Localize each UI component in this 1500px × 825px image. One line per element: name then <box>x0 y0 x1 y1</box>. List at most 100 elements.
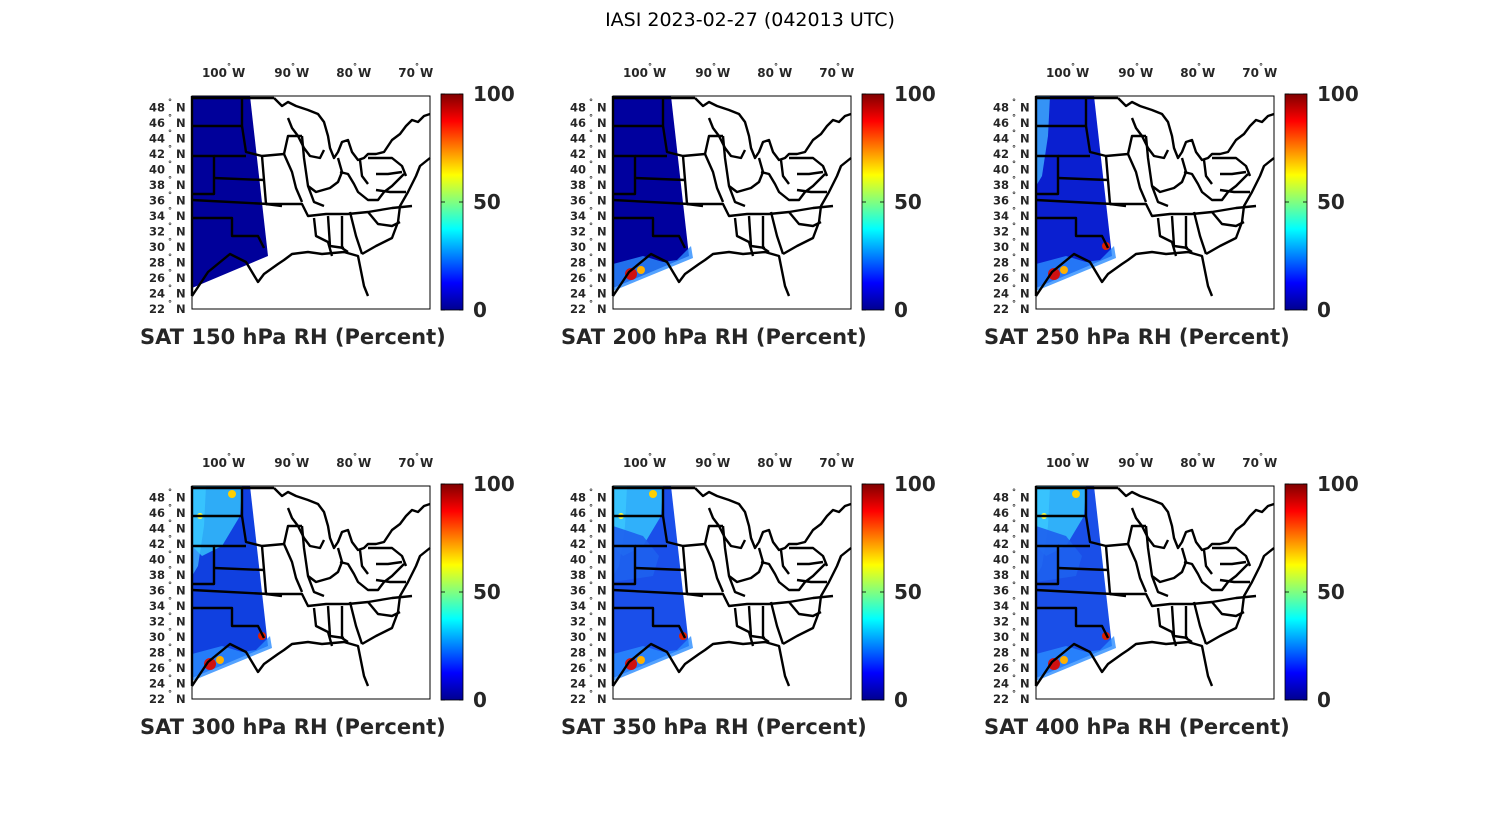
lat-tick-label: 38 <box>570 568 586 582</box>
degree-symbol: ° <box>168 689 172 698</box>
colorbar-tick-label: 50 <box>894 580 922 604</box>
degree-symbol: ° <box>168 550 172 559</box>
lon-tick-label: 70 <box>398 66 415 80</box>
degree-symbol: ° <box>168 503 172 512</box>
lat-tick-label: 34 <box>149 599 165 613</box>
lat-tick-hemisphere: N <box>1020 646 1030 660</box>
swath-moist-south <box>613 246 693 291</box>
degree-symbol: ° <box>589 299 593 308</box>
lat-tick-hemisphere: N <box>1020 677 1030 691</box>
degree-symbol: ° <box>168 144 172 153</box>
lat-tick-label: 42 <box>149 147 165 161</box>
degree-symbol: ° <box>168 658 172 667</box>
degree-symbol: ° <box>1012 299 1016 308</box>
lat-tick-hemisphere: N <box>176 101 186 115</box>
figure-title: IASI 2023-02-27 (042013 UTC) <box>605 9 895 31</box>
lat-tick-hemisphere: N <box>1020 256 1030 270</box>
lat-tick-hemisphere: N <box>597 677 607 691</box>
lat-tick-hemisphere: N <box>1020 132 1030 146</box>
swath-high-rh <box>1048 658 1060 670</box>
lat-tick-hemisphere: N <box>597 101 607 115</box>
swath-moist-south <box>1036 246 1116 291</box>
degree-symbol: ° <box>589 98 593 107</box>
degree-symbol: ° <box>1012 113 1016 122</box>
lat-tick-hemisphere: N <box>597 584 607 598</box>
lat-tick-hemisphere: N <box>597 163 607 177</box>
degree-symbol: ° <box>1012 565 1016 574</box>
degree-symbol: ° <box>1012 612 1016 621</box>
degree-symbol: ° <box>589 612 593 621</box>
lat-tick-label: 26 <box>570 271 586 285</box>
lat-tick-hemisphere: N <box>1020 630 1030 644</box>
degree-symbol: ° <box>1012 674 1016 683</box>
lon-tick-label: 90 <box>274 456 291 470</box>
degree-symbol: ° <box>168 581 172 590</box>
lat-tick-hemisphere: N <box>176 537 186 551</box>
lat-tick-label: 36 <box>570 584 586 598</box>
lat-tick-hemisphere: N <box>1020 584 1030 598</box>
lat-tick-hemisphere: N <box>597 553 607 567</box>
degree-symbol: ° <box>589 191 593 200</box>
lat-tick-hemisphere: N <box>176 163 186 177</box>
swath-high-rh <box>637 656 645 664</box>
lon-tick-label: 70 <box>1242 66 1259 80</box>
swath-high-rh <box>1048 268 1060 280</box>
lat-tick-hemisphere: N <box>176 147 186 161</box>
degree-symbol: ° <box>589 113 593 122</box>
lat-tick-label: 38 <box>149 568 165 582</box>
degree-symbol: ° <box>168 519 172 528</box>
lat-tick-label: 42 <box>570 537 586 551</box>
lat-tick-hemisphere: N <box>1020 506 1030 520</box>
lat-tick-label: 30 <box>149 630 165 644</box>
colorbar-tick-label: 100 <box>894 472 936 496</box>
lon-tick-label: 100 <box>623 66 648 80</box>
degree-symbol: ° <box>168 268 172 277</box>
map-frame <box>1035 95 1275 310</box>
lat-tick-hemisphere: N <box>1020 225 1030 239</box>
lon-tick-label: 80 <box>336 456 353 470</box>
lat-tick-hemisphere: N <box>597 256 607 270</box>
lat-tick-hemisphere: N <box>176 491 186 505</box>
lat-tick-label: 22 <box>993 302 1009 316</box>
lat-tick-hemisphere: N <box>1020 522 1030 536</box>
lon-tick-label: 100 <box>202 456 227 470</box>
degree-symbol: ° <box>415 62 419 71</box>
lat-tick-label: 44 <box>570 522 586 536</box>
colorbar-tick-label: 100 <box>1317 472 1359 496</box>
lon-tick-hemisphere: W <box>296 456 309 470</box>
degree-symbol: ° <box>1012 253 1016 262</box>
lat-tick-label: 48 <box>993 491 1009 505</box>
lon-tick-hemisphere: W <box>232 66 245 80</box>
degree-symbol: ° <box>353 452 357 461</box>
lat-tick-label: 36 <box>149 194 165 208</box>
lat-tick-hemisphere: N <box>176 692 186 706</box>
degree-symbol: ° <box>589 519 593 528</box>
degree-symbol: ° <box>168 237 172 246</box>
lat-tick-hemisphere: N <box>1020 491 1030 505</box>
degree-symbol: ° <box>1012 144 1016 153</box>
lat-tick-label: 30 <box>149 240 165 254</box>
lat-tick-label: 24 <box>570 677 586 691</box>
swath-fill <box>192 96 268 288</box>
lat-tick-hemisphere: N <box>1020 240 1030 254</box>
degree-symbol: ° <box>712 62 716 71</box>
lon-tick-hemisphere: W <box>841 456 854 470</box>
degree-symbol: ° <box>1012 519 1016 528</box>
lat-tick-label: 38 <box>570 178 586 192</box>
lat-tick-label: 46 <box>993 116 1009 130</box>
lat-tick-hemisphere: N <box>597 646 607 660</box>
degree-symbol: ° <box>589 503 593 512</box>
map-panel-150hpa: 100 ° W 90 ° W 80 ° W 70 ° W48 ° N46 ° N44 ° N42 ° N40 ° N38 °… <box>140 62 515 349</box>
colorbar-tick-label: 50 <box>473 580 501 604</box>
lat-tick-label: 46 <box>570 506 586 520</box>
lat-tick-label: 24 <box>149 287 165 301</box>
degree-symbol: ° <box>589 534 593 543</box>
degree-symbol: ° <box>1012 581 1016 590</box>
swath-moist-south <box>613 636 693 681</box>
lat-tick-label: 24 <box>993 287 1009 301</box>
lat-tick-label: 28 <box>993 256 1009 270</box>
lat-tick-hemisphere: N <box>176 132 186 146</box>
lat-tick-label: 26 <box>149 271 165 285</box>
lon-tick-hemisphere: W <box>296 66 309 80</box>
degree-symbol: ° <box>168 627 172 636</box>
